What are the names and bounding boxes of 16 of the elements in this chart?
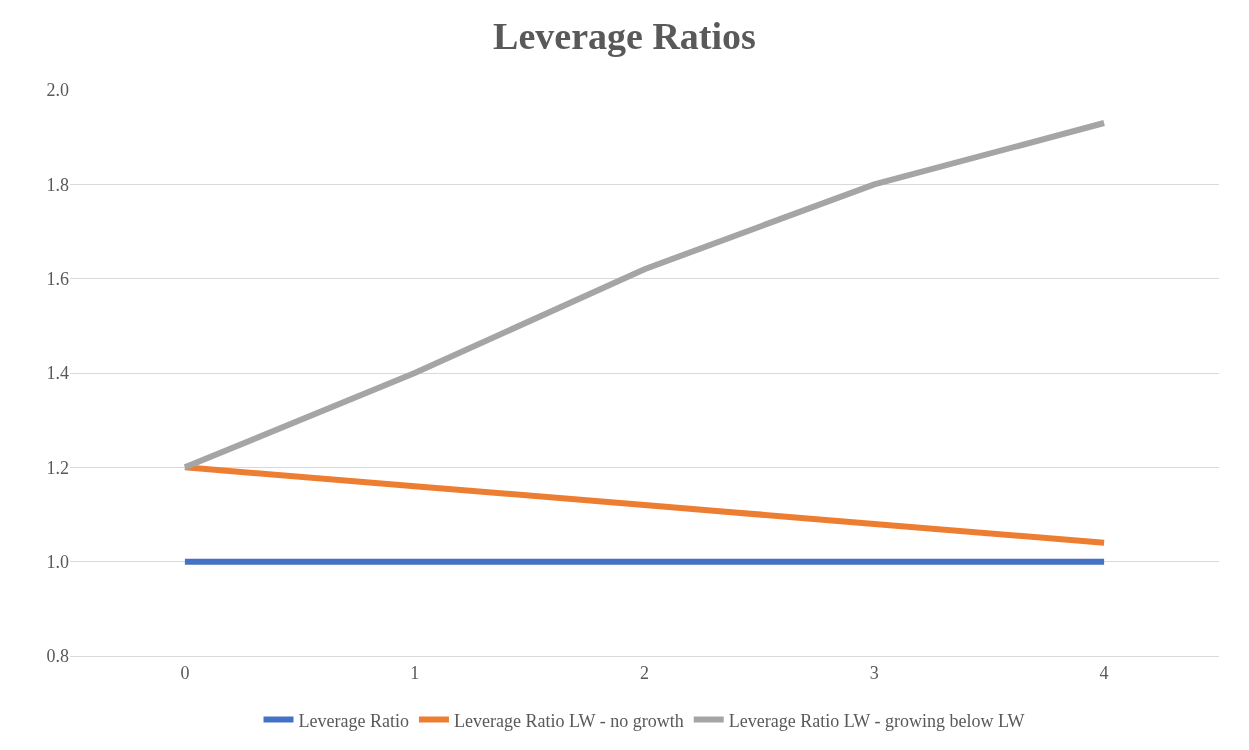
x-tick-label: 3: [869, 662, 879, 683]
x-tick-label: 2: [640, 662, 649, 683]
x-tick-label: 1: [410, 662, 420, 683]
chart-title: Leverage Ratios: [493, 15, 756, 58]
y-tick-label: 0.8: [46, 646, 69, 667]
x-tick-label: 4: [1099, 662, 1109, 683]
legend-label: Leverage Ratio: [298, 710, 409, 731]
y-tick-label: 1.4: [46, 363, 69, 384]
y-tick-label: 1.0: [46, 551, 69, 572]
y-tick-label: 1.2: [46, 457, 69, 478]
y-tick-label: 1.6: [46, 268, 69, 289]
y-tick-label: 1.8: [46, 174, 69, 195]
y-tick-label: 2.0: [46, 80, 69, 101]
legend-label: Leverage Ratio LW - growing below LW: [728, 710, 1025, 731]
legend-label: Leverage Ratio LW - no growth: [453, 710, 684, 731]
x-tick-label: 0: [180, 662, 190, 683]
